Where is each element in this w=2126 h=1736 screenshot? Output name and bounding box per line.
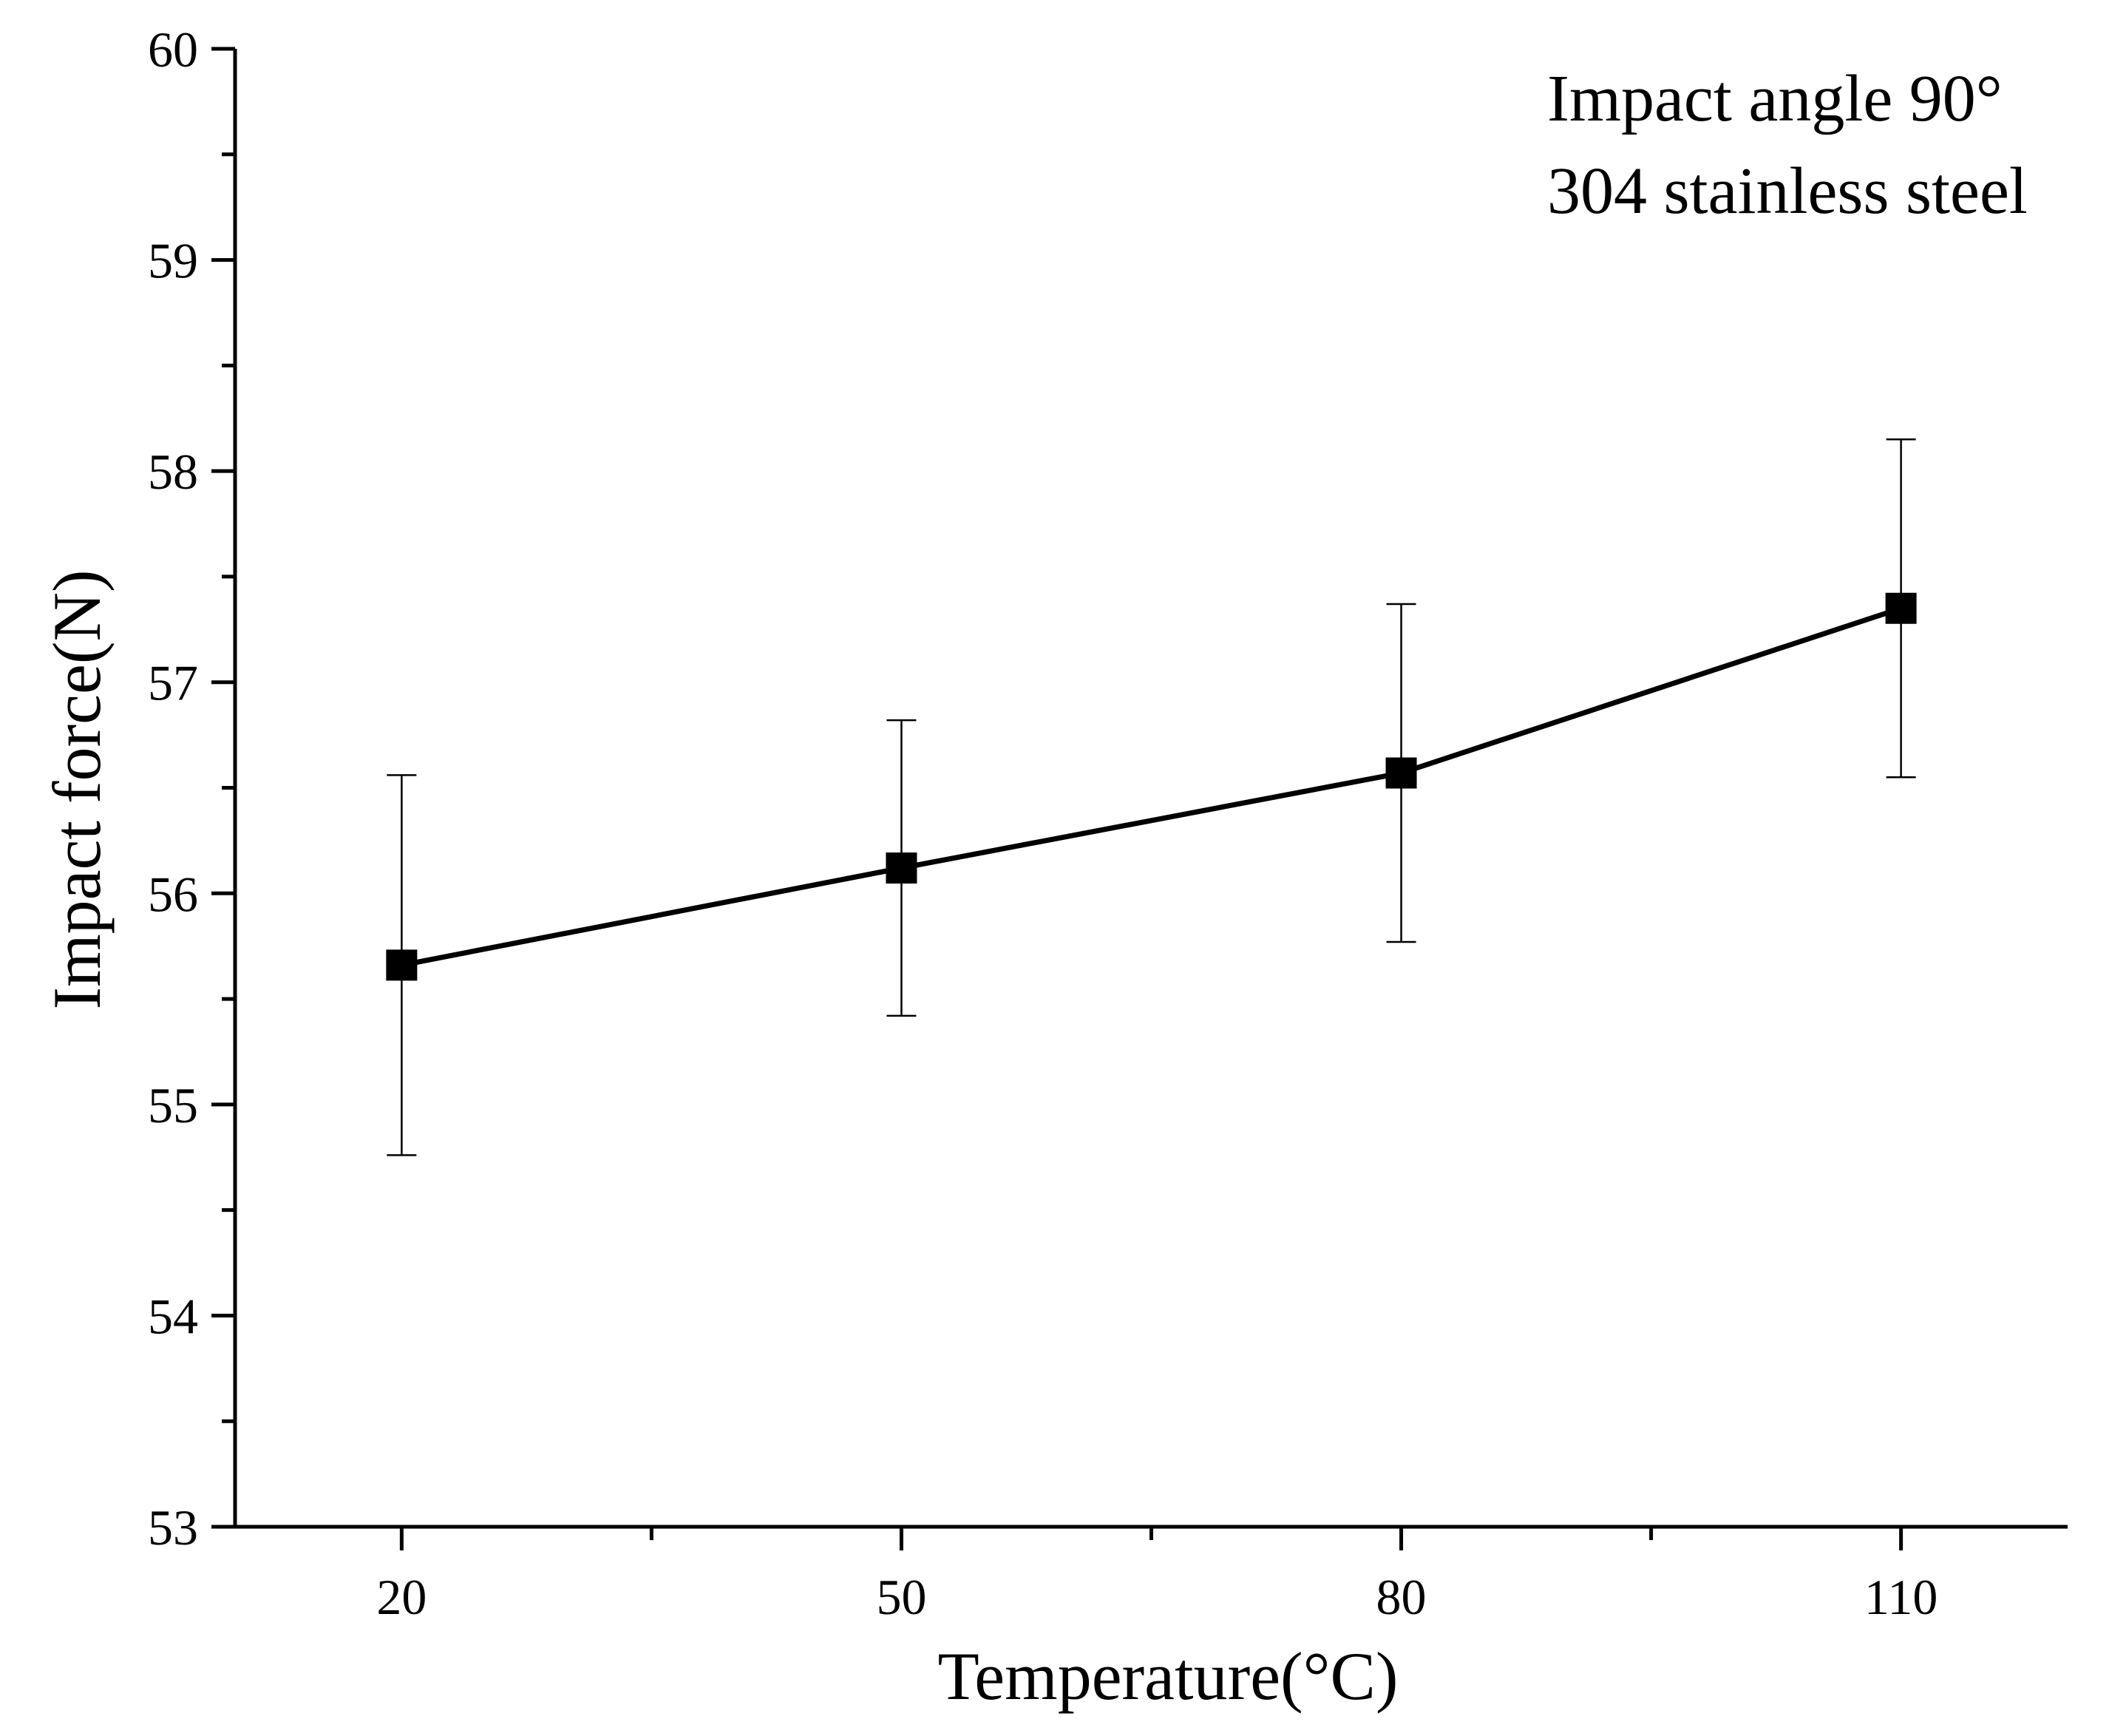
y-axis-title: Impact force(N) [39,569,115,1009]
data-point [886,852,917,884]
x-tick-label: 80 [1376,1569,1427,1625]
series-line [401,606,1902,968]
x-ticks: 20 50 80 110 [376,1527,1937,1625]
x-tick-label: 110 [1864,1569,1937,1625]
data-point [1885,592,1917,624]
annotation-impact-angle: Impact angle 90° [1547,62,2003,135]
x-tick-label: 50 [876,1569,926,1625]
y-tick-label: 58 [148,444,198,500]
annotation-material: 304 stainless steel [1547,155,2028,228]
y-tick-label: 60 [148,21,198,78]
x-tick-label: 20 [376,1569,427,1625]
x-axis-title: Temperature(°C) [938,1638,1399,1714]
y-tick-label: 59 [148,233,198,289]
y-ticks: 53 54 55 56 57 58 59 60 [148,21,235,1556]
series-lines [401,606,1902,968]
data-point [386,949,418,981]
data-markers [386,592,1917,981]
data-point [1385,757,1417,789]
y-tick-label: 55 [148,1077,198,1133]
y-tick-label: 56 [148,866,198,922]
y-tick-label: 53 [148,1499,198,1556]
y-tick-label: 54 [148,1288,198,1344]
y-tick-label: 57 [148,655,198,711]
